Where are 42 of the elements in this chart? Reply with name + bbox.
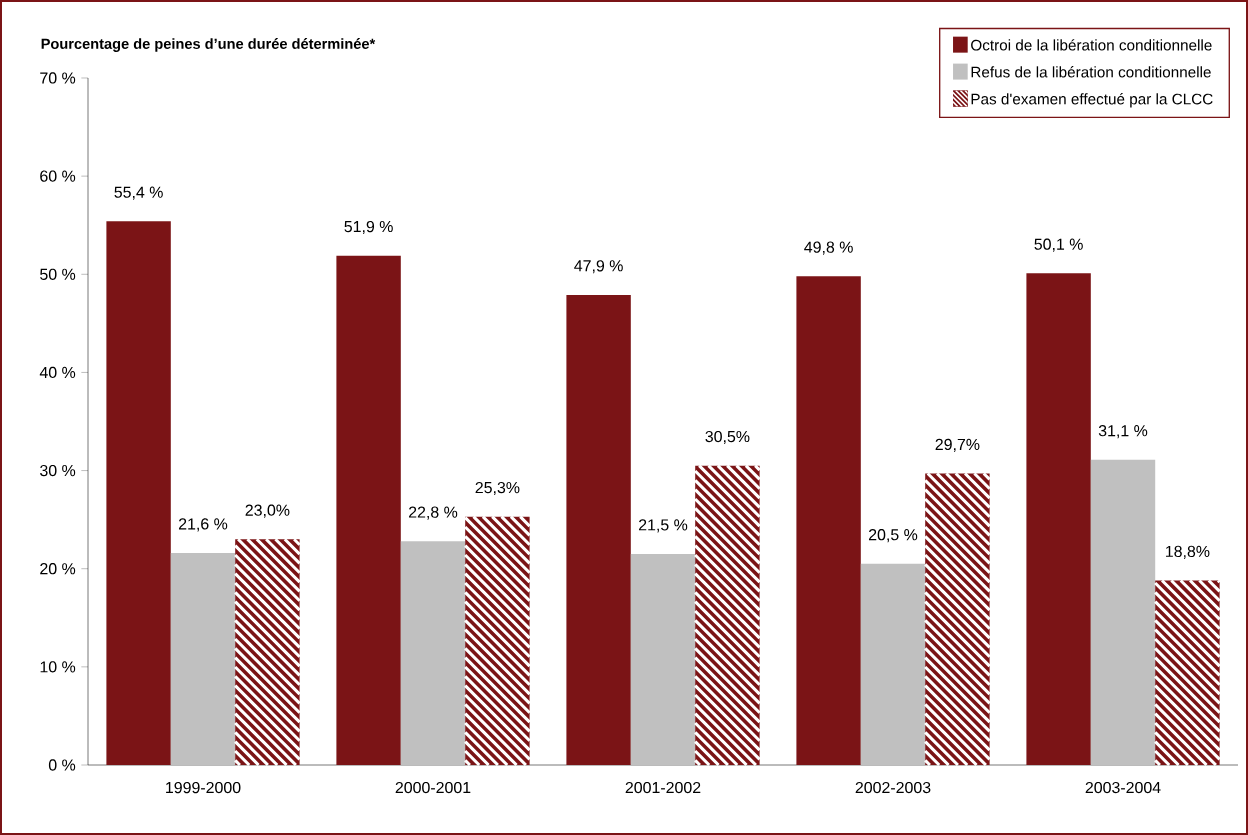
data-label: 20,5 % — [868, 529, 918, 543]
legend-label: Pas d'examen effectué par la CLCC — [971, 93, 1213, 108]
data-label: 21,6 % — [178, 518, 228, 532]
y-tick-label: 20 % — [40, 563, 76, 575]
y-tick-label: 60 % — [40, 170, 76, 182]
data-label: 50,1 % — [1034, 238, 1083, 252]
bar — [336, 255, 401, 765]
bar — [1090, 459, 1156, 765]
x-tick-label: 2003-2004 — [1085, 781, 1161, 794]
bar — [796, 276, 861, 765]
x-tick-label: 2002-2003 — [855, 781, 931, 794]
bar — [1026, 273, 1091, 765]
legend-label: Refus de la libération conditionnelle — [971, 66, 1211, 78]
y-tick-label: 70 % — [40, 72, 76, 84]
y-tick-label: 50 % — [40, 268, 76, 280]
data-label: 23,0% — [245, 504, 290, 518]
data-label: 55,4 % — [114, 186, 163, 200]
data-label: 18,8% — [1166, 545, 1210, 559]
y-tick-label: 40 % — [39, 366, 76, 379]
y-tick-label: 10 % — [40, 661, 76, 673]
bar — [400, 541, 466, 765]
x-tick-label: 2000-2001 — [395, 781, 471, 794]
bar — [566, 294, 631, 765]
bar — [630, 553, 696, 765]
data-label: 47,9 % — [574, 260, 623, 274]
data-label: 51,9 % — [344, 220, 393, 235]
x-tick-label: 2001-2002 — [625, 781, 701, 794]
data-label: 22,8 % — [408, 506, 458, 520]
bar — [106, 221, 171, 765]
legend-label: Octroi de la libération conditionnelle — [971, 39, 1212, 51]
x-tick-label: 1999-2000 — [166, 781, 241, 794]
data-label: 30,5% — [705, 430, 750, 445]
data-label: 31,1 % — [1098, 425, 1148, 439]
data-label: 25,3% — [475, 481, 520, 496]
bar — [860, 563, 926, 765]
y-axis-title: Pourcentage de peines d’une durée déterminée* — [41, 38, 376, 52]
bar — [170, 553, 236, 765]
data-label: 49,8 % — [804, 241, 853, 255]
y-tick-label: 30 % — [40, 464, 76, 477]
data-label: 21,5 % — [638, 519, 688, 533]
data-label: 29,7% — [935, 438, 980, 452]
y-tick-label: 0 % — [48, 759, 76, 771]
